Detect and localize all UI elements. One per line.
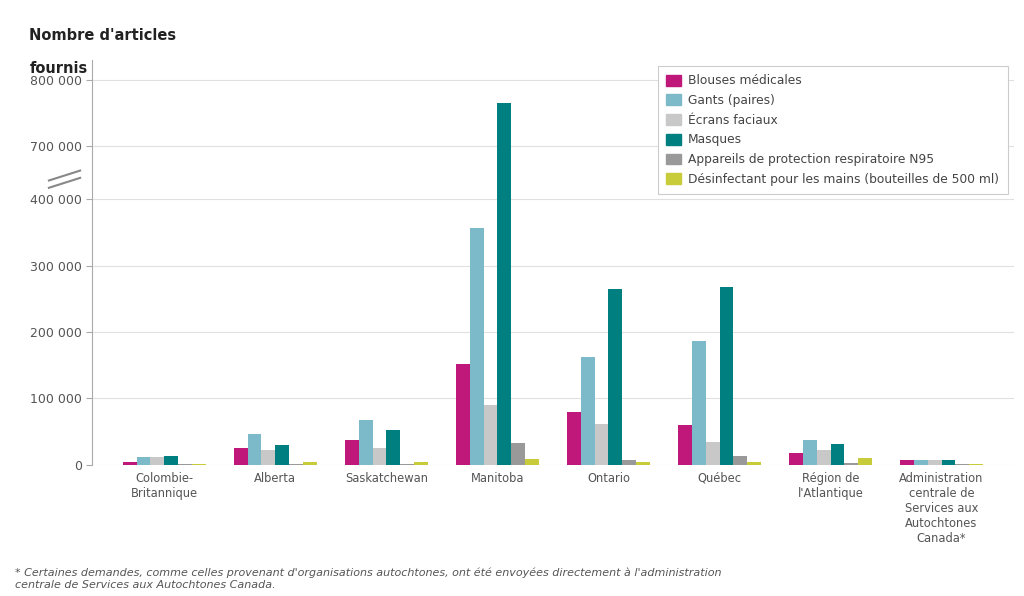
Bar: [164, 457, 178, 465]
Bar: [483, 405, 498, 465]
Bar: [942, 460, 955, 465]
Bar: [788, 453, 803, 465]
Bar: [233, 448, 248, 465]
Bar: [386, 430, 400, 465]
Bar: [275, 445, 289, 465]
Bar: [193, 464, 206, 465]
Text: fournis: fournis: [30, 61, 88, 76]
Bar: [706, 442, 720, 465]
Bar: [913, 460, 928, 465]
Bar: [608, 290, 623, 465]
Legend: Blouses médicales, Gants (paires), Écrans faciaux, Masques, Appareils de protect: Blouses médicales, Gants (paires), Écran…: [657, 66, 1008, 194]
Bar: [858, 458, 872, 465]
Bar: [123, 461, 136, 465]
Text: * Certaines demandes, comme celles provenant d'organisations autochtones, ont ét: * Certaines demandes, comme celles prove…: [15, 568, 722, 590]
Bar: [525, 459, 539, 465]
Bar: [830, 443, 845, 465]
Bar: [970, 464, 983, 465]
Bar: [261, 450, 275, 465]
Bar: [817, 450, 830, 465]
Bar: [678, 425, 692, 465]
Bar: [928, 460, 942, 465]
Bar: [136, 457, 151, 465]
Bar: [345, 440, 358, 465]
Bar: [178, 464, 193, 465]
Text: Nombre d'articles: Nombre d'articles: [30, 29, 176, 44]
Bar: [720, 287, 733, 465]
Bar: [595, 424, 608, 465]
Bar: [151, 457, 164, 465]
Bar: [470, 228, 483, 465]
Bar: [358, 420, 373, 465]
Bar: [692, 342, 706, 465]
Bar: [567, 412, 581, 465]
Bar: [845, 463, 858, 465]
Bar: [498, 103, 511, 465]
Bar: [303, 462, 317, 465]
Bar: [456, 364, 470, 465]
Bar: [955, 464, 970, 465]
Bar: [414, 462, 428, 465]
Bar: [733, 457, 748, 465]
Bar: [400, 464, 414, 465]
Bar: [289, 464, 303, 465]
Bar: [636, 461, 650, 465]
Bar: [248, 434, 261, 465]
Bar: [511, 443, 525, 465]
Bar: [373, 448, 386, 465]
Bar: [581, 356, 595, 465]
Bar: [900, 460, 913, 465]
Bar: [803, 440, 817, 465]
Bar: [748, 462, 761, 465]
Bar: [623, 460, 636, 465]
